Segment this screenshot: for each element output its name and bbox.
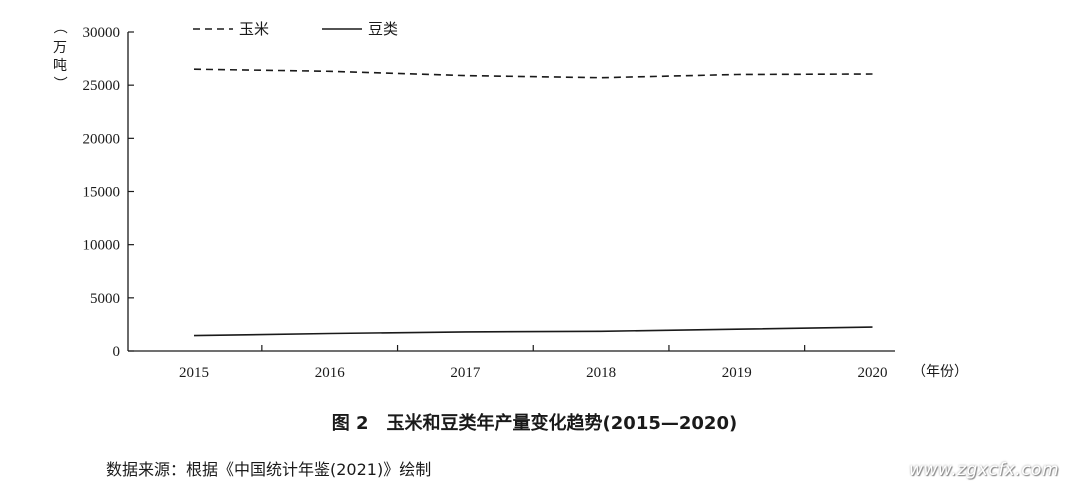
x-tick-label: 2016 — [315, 365, 346, 381]
series-line-corn — [193, 68, 873, 79]
y-unit-char: （ — [51, 20, 67, 34]
series-line-beans — [193, 326, 873, 337]
y-tick-label: 10000 — [83, 238, 121, 254]
series-lines — [193, 68, 873, 337]
data-source-note: 数据来源：根据《中国统计年鉴(2021)》绘制 — [106, 460, 432, 479]
legend-label: 豆类 — [368, 20, 398, 38]
legend-label: 玉米 — [239, 20, 269, 38]
y-tick-label: 20000 — [83, 131, 121, 147]
x-tick-label: 2017 — [450, 365, 481, 381]
y-axis-unit-label: （ 万吨 ） — [51, 20, 67, 90]
y-tick-label: 30000 — [83, 25, 121, 41]
y-tick-label: 15000 — [83, 185, 121, 201]
figure-caption: 图 2 玉米和豆类年产量变化趋势(2015—2020) — [331, 413, 738, 434]
x-tick-label: 2018 — [586, 365, 616, 381]
x-tick-label: 2020 — [858, 365, 888, 381]
y-unit-char: 万 — [53, 40, 67, 56]
x-axis: 2015 2016 2017 2018 2019 2020 — [128, 345, 895, 381]
y-tick-label: 5000 — [90, 291, 120, 307]
y-tick-label: 0 — [113, 344, 121, 360]
y-axis: 0 5000 10000 15000 20000 25000 30000 — [83, 25, 134, 360]
watermark: www.zgxcfx.com — [909, 460, 1059, 480]
y-unit-char: ） — [51, 76, 67, 90]
y-tick-label: 25000 — [83, 78, 121, 94]
x-axis-unit-label: （年份） — [912, 364, 968, 380]
y-unit-char: 吨 — [53, 58, 67, 74]
x-tick-label: 2019 — [722, 365, 752, 381]
legend: 玉米 豆类 — [193, 20, 398, 38]
x-tick-label: 2015 — [179, 365, 209, 381]
